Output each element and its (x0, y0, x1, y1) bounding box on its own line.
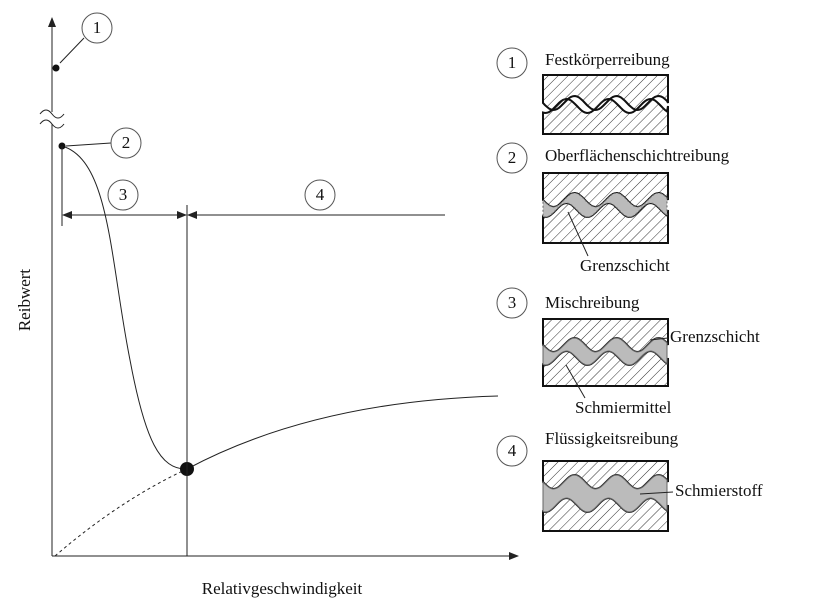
regime-label: Grenzschicht (580, 256, 670, 275)
regime-label: Schmierstoff (675, 481, 763, 500)
regime-label: Schmiermittel (575, 398, 672, 417)
regime-number: 3 (508, 293, 517, 312)
dashed-curve (54, 468, 188, 557)
regime-circle (496, 47, 528, 79)
leader (565, 364, 586, 399)
callout-circle (81, 12, 113, 44)
callout-circle (304, 179, 336, 211)
regime-label: Grenzschicht (670, 327, 760, 346)
plate-top (542, 74, 669, 112)
x-axis-label: Relativgeschwindigkeit (202, 579, 363, 598)
regime-circle (496, 435, 528, 467)
regime-circle (496, 142, 528, 174)
plate-bottom (542, 349, 669, 387)
lubricant (542, 337, 668, 366)
regime-name: Oberflächenschichtreibung (545, 146, 730, 165)
leader (567, 211, 589, 257)
axis-break (39, 109, 65, 129)
leader (59, 37, 85, 64)
regime-number: 4 (508, 441, 517, 460)
plate-bottom (542, 201, 669, 244)
leader (639, 491, 674, 495)
curve: 1 2 3 4 (52, 12, 499, 557)
lubricant (542, 192, 668, 218)
callout-number: 3 (119, 185, 128, 204)
point-1 (52, 64, 60, 72)
regime-number: 2 (508, 148, 517, 167)
axes: Reibwert Relativgeschwindigkeit (15, 17, 519, 598)
regime-number: 1 (508, 53, 517, 72)
regime-circle (496, 287, 528, 319)
leader (65, 142, 112, 147)
regime-name: Festkörperreibung (545, 50, 670, 69)
regimes: 1 Festkörperreibung 2 Oberflächenschicht… (496, 47, 763, 532)
callout-number: 2 (122, 133, 131, 152)
callout-circle (107, 179, 139, 211)
y-axis-label: Reibwert (15, 269, 34, 332)
leader (649, 337, 669, 341)
plate-bottom (542, 496, 669, 532)
regime-name: Flüssigkeitsreibung (545, 429, 679, 448)
lubricant (542, 474, 668, 513)
callout-circle (110, 127, 142, 159)
callout-number: 4 (316, 185, 325, 204)
regime-name: Mischreibung (545, 293, 640, 312)
callout-number: 1 (93, 18, 102, 37)
